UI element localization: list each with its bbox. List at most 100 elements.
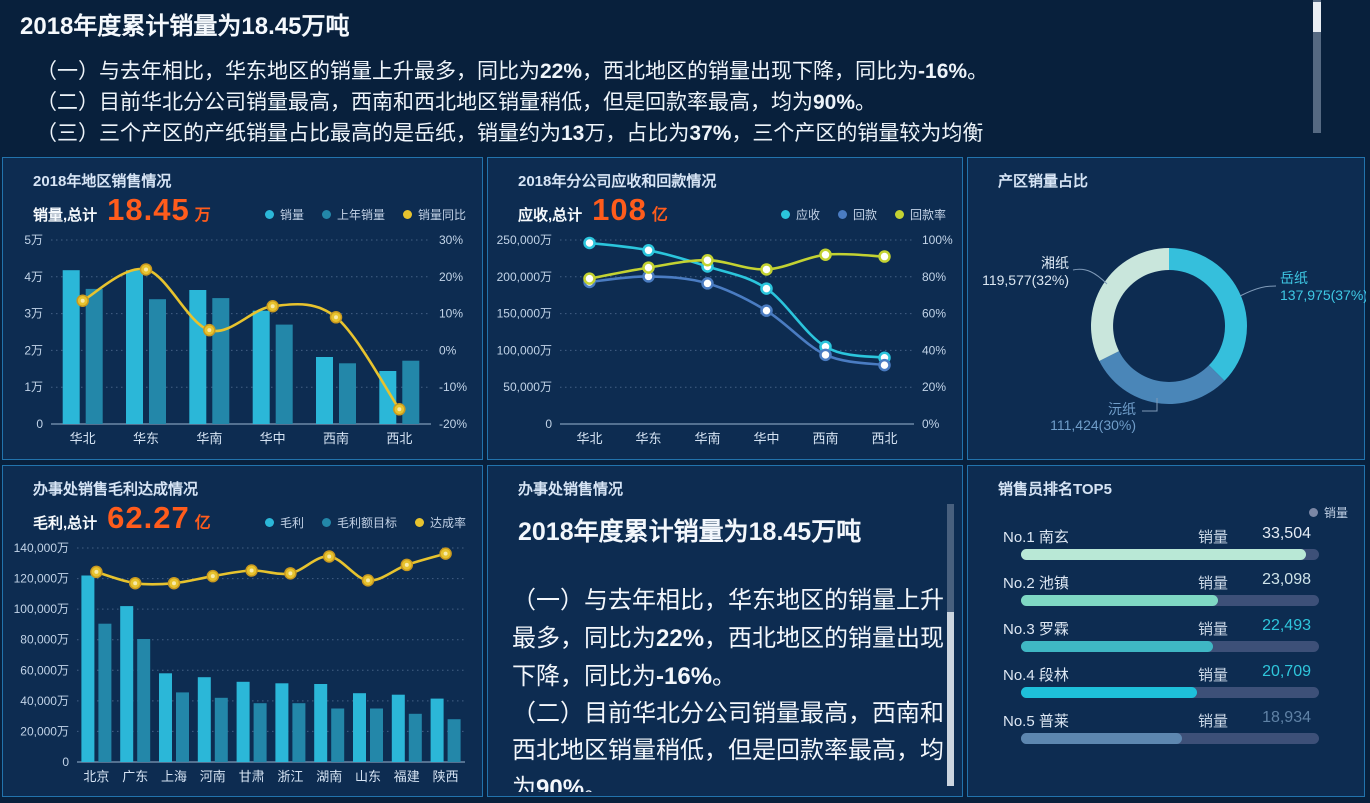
profit-metric: 毛利,总计 62.27 亿 bbox=[33, 500, 211, 536]
receivable-legend: 应收 回款 回款率 bbox=[780, 206, 946, 223]
svg-text:1万: 1万 bbox=[24, 380, 43, 394]
top5-value: 20,709 bbox=[1262, 663, 1311, 680]
office-scrollbar-thumb[interactable] bbox=[947, 612, 954, 786]
svg-text:福建: 福建 bbox=[394, 769, 420, 784]
legend-item-销量同比[interactable]: 销量同比 bbox=[402, 206, 466, 223]
legend-item-毛利[interactable]: 毛利 bbox=[264, 514, 304, 531]
svg-text:湖南: 湖南 bbox=[316, 769, 342, 784]
receivable-chart[interactable]: 0 0% 50,000万 20% 100,000万 40% 150,000万 60% 200,0… bbox=[492, 228, 960, 454]
top5-rank-name: No.4 段林 bbox=[1003, 667, 1069, 684]
svg-text:0: 0 bbox=[36, 417, 43, 431]
svg-text:北京: 北京 bbox=[83, 769, 109, 784]
svg-text:湘纸: 湘纸 bbox=[1041, 255, 1069, 271]
summary-header: 2018年度累计销量为18.45万吨 （一）与去年相比，华东地区的销量上升最多，… bbox=[0, 0, 1370, 152]
legend-item-应收[interactable]: 应收 bbox=[780, 206, 820, 223]
svg-text:200,000万: 200,000万 bbox=[497, 270, 552, 284]
top5-bar-fill bbox=[1021, 595, 1218, 606]
svg-text:80,000万: 80,000万 bbox=[20, 633, 69, 647]
legend-label: 销量 bbox=[1323, 506, 1348, 520]
top5-metric-label: 销量 bbox=[1198, 667, 1229, 684]
legend-item-销量[interactable]: 销量 bbox=[264, 206, 304, 223]
metric-value: 18.45 bbox=[107, 192, 190, 227]
svg-text:60,000万: 60,000万 bbox=[20, 663, 69, 677]
legend-label: 销量 bbox=[279, 208, 304, 222]
svg-text:2万: 2万 bbox=[24, 343, 43, 357]
svg-text:西北: 西北 bbox=[871, 431, 897, 446]
top5-bar-track bbox=[1021, 595, 1319, 606]
top5-value: 18,934 bbox=[1262, 709, 1311, 726]
header-scrollbar[interactable] bbox=[1313, 0, 1321, 133]
legend-item-毛利额目标[interactable]: 毛利额目标 bbox=[321, 514, 397, 531]
summary-point-3: （三）三个产区的产纸销量占比最高的是岳纸，销量约为13万，占比为37%，三个产区… bbox=[36, 121, 984, 145]
metric-unit: 亿 bbox=[651, 207, 668, 224]
svg-text:40,000万: 40,000万 bbox=[20, 694, 69, 708]
header-scrollbar-thumb[interactable] bbox=[1313, 2, 1321, 32]
svg-text:100,000万: 100,000万 bbox=[14, 602, 69, 616]
top5-list: No.1 南玄 销量 33,504 No.2 池镇 销量 23,098 No.3 罗霖 销量 2… bbox=[968, 524, 1366, 754]
top5-row-1[interactable]: No.1 南玄 销量 33,504 bbox=[968, 524, 1366, 570]
svg-text:-10%: -10% bbox=[439, 380, 467, 394]
svg-text:-20%: -20% bbox=[439, 417, 467, 431]
top5-rank-name: No.2 池镇 bbox=[1003, 575, 1069, 592]
svg-text:40%: 40% bbox=[922, 343, 946, 357]
svg-text:3万: 3万 bbox=[24, 307, 43, 321]
svg-text:华东: 华东 bbox=[635, 431, 661, 446]
receivable-metric: 应收,总计 108 亿 bbox=[518, 192, 668, 228]
metric-value: 108 bbox=[592, 192, 647, 227]
top5-row-2[interactable]: No.2 池镇 销量 23,098 bbox=[968, 570, 1366, 616]
legend-dot-icon bbox=[1308, 508, 1318, 517]
summary-point-1: （一）与去年相比，华东地区的销量上升最多，同比为22%，西北地区的销量出现下降，… bbox=[36, 59, 989, 83]
top5-bar-fill bbox=[1021, 641, 1213, 652]
top5-metric-label: 销量 bbox=[1198, 575, 1229, 592]
legend-item-上年销量[interactable]: 上年销量 bbox=[321, 206, 385, 223]
svg-text:西北: 西北 bbox=[386, 431, 412, 446]
metric-label: 销量,总计 bbox=[33, 207, 98, 224]
receivable-panel: 2018年分公司应收和回款情况 应收,总计 108 亿 应收 回款 回款率 0 0% 5… bbox=[487, 157, 963, 460]
panel-title-receivable: 2018年分公司应收和回款情况 bbox=[518, 173, 717, 190]
svg-text:140,000万: 140,000万 bbox=[14, 541, 69, 555]
svg-text:0%: 0% bbox=[922, 417, 940, 431]
metric-label: 应收,总计 bbox=[518, 207, 583, 224]
legend-label: 回款率 bbox=[909, 208, 946, 222]
svg-text:20%: 20% bbox=[439, 270, 463, 284]
office-scrollbar[interactable] bbox=[947, 504, 954, 786]
legend-label: 回款 bbox=[852, 208, 877, 222]
office-summary-text: 2018年度累计销量为18.45万吨 （一）与去年相比，华东地区的销量上升最多，… bbox=[512, 508, 946, 792]
legend-item-达成率[interactable]: 达成率 bbox=[414, 514, 466, 531]
production-share-donut-chart[interactable]: 岳纸 137,975(37%) 沅纸 111,424(30%) 湘纸 119,577(32… bbox=[968, 158, 1366, 459]
svg-text:河南: 河南 bbox=[200, 769, 226, 784]
legend-dot-icon bbox=[321, 210, 331, 219]
svg-text:100,000万: 100,000万 bbox=[497, 343, 552, 357]
panel-title-production: 产区销量占比 bbox=[998, 173, 1089, 190]
svg-text:岳纸: 岳纸 bbox=[1280, 270, 1308, 286]
svg-text:沅纸: 沅纸 bbox=[1108, 401, 1136, 417]
legend-item-回款率[interactable]: 回款率 bbox=[894, 206, 946, 223]
profit-chart[interactable]: 0 20,000万 40,000万 60,000万 80,000万 100,000万 120… bbox=[9, 538, 479, 792]
legend-label: 毛利 bbox=[279, 516, 304, 530]
top5-row-4[interactable]: No.4 段林 销量 20,709 bbox=[968, 662, 1366, 708]
top5-panel: 销售员排名TOP5 销量 No.1 南玄 销量 33,504 No.2 池镇 销量 23,… bbox=[967, 465, 1365, 797]
profit-legend: 毛利 毛利额目标 达成率 bbox=[264, 514, 466, 531]
svg-text:华北: 华北 bbox=[70, 431, 96, 446]
office-sales-panel: 办事处销售情况 2018年度累计销量为18.45万吨 （一）与去年相比，华东地区… bbox=[487, 465, 963, 797]
legend-item-回款[interactable]: 回款 bbox=[837, 206, 877, 223]
region-legend: 销量 上年销量 销量同比 bbox=[264, 206, 466, 223]
svg-text:浙江: 浙江 bbox=[277, 769, 303, 784]
top5-row-3[interactable]: No.3 罗霖 销量 22,493 bbox=[968, 616, 1366, 662]
region-metric: 销量,总计 18.45 万 bbox=[33, 192, 211, 228]
top5-bar-track bbox=[1021, 549, 1319, 560]
top5-row-5[interactable]: No.5 普莱 销量 18,934 bbox=[968, 708, 1366, 754]
svg-text:10%: 10% bbox=[439, 307, 463, 321]
legend-item-销量[interactable]: 销量 bbox=[1308, 504, 1348, 521]
svg-text:华中: 华中 bbox=[753, 431, 779, 446]
top5-metric-label: 销量 bbox=[1198, 529, 1229, 546]
svg-text:甘肃: 甘肃 bbox=[239, 769, 265, 784]
profit-panel: 办事处销售毛利达成情况 毛利,总计 62.27 亿 毛利 毛利额目标 达成率 0 20… bbox=[2, 465, 483, 797]
svg-text:5万: 5万 bbox=[24, 233, 43, 247]
svg-text:0: 0 bbox=[545, 417, 552, 431]
summary-points: （一）与去年相比，华东地区的销量上升最多，同比为22%，西北地区的销量出现下降，… bbox=[36, 56, 1296, 149]
top5-legend: 销量 bbox=[1308, 504, 1348, 521]
summary-point-2: （二）目前华北分公司销量最高，西南和西北地区销量稍低，但是回款率最高，均为90%… bbox=[36, 90, 877, 114]
region-sales-chart[interactable]: 0 -20% 1万 -10% 2万 0% 3万 10% 4万 20% 5万 30% 华北 华东 华南 华中 西南… bbox=[9, 228, 477, 454]
svg-text:华中: 华中 bbox=[260, 431, 286, 446]
